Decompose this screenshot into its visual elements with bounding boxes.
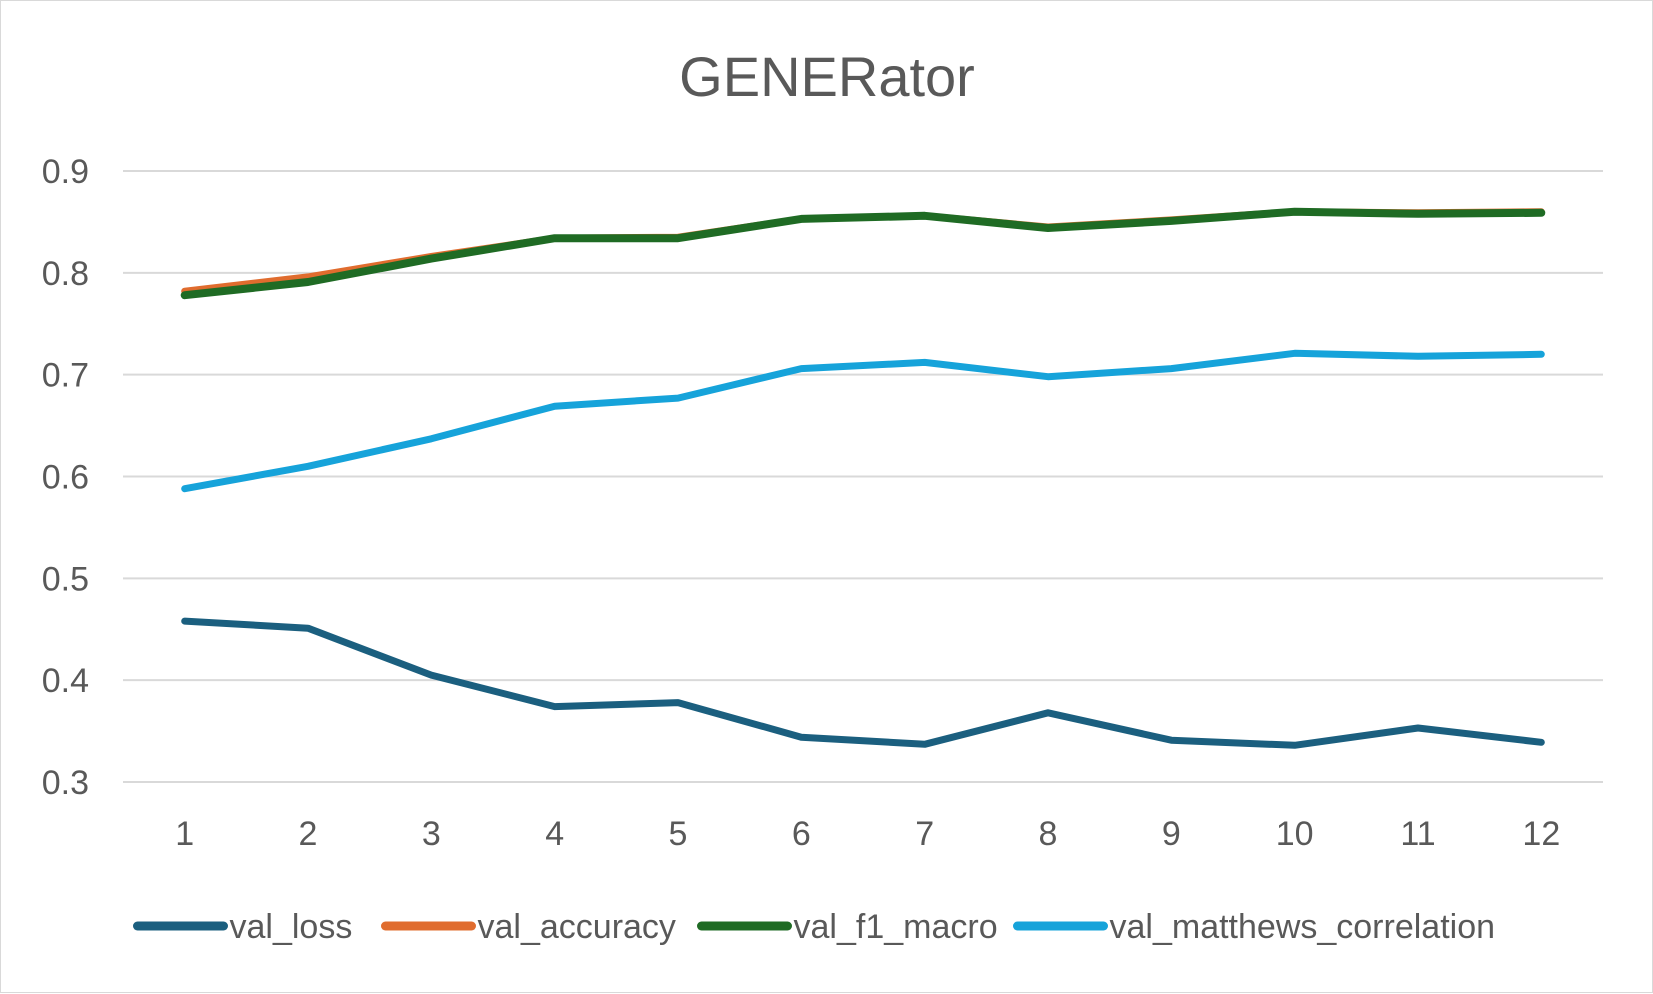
x-tick-label: 5	[669, 815, 688, 853]
x-tick-label: 12	[1522, 815, 1560, 853]
plot-series	[180, 207, 1546, 749]
series-line-val-accuracy	[181, 208, 1545, 295]
y-tick-label: 0.4	[42, 662, 89, 700]
series-line-val-matthews-correlation	[181, 349, 1545, 493]
y-axis-tick-labels: 0.3 0.4 0.5 0.6 0.7 0.8 0.9	[42, 153, 89, 802]
legend: val_loss val_accuracy val_f1_macro val_matt…	[133, 908, 1496, 946]
y-tick-label: 0.3	[42, 764, 89, 802]
legend-label-val-loss: val_loss	[230, 908, 353, 946]
x-tick-label: 3	[422, 815, 441, 853]
series-line-val-loss	[181, 617, 1545, 749]
x-tick-label: 9	[1162, 815, 1181, 853]
x-tick-label: 8	[1039, 815, 1058, 853]
x-tick-label: 10	[1276, 815, 1314, 853]
x-axis-tick-labels: 1 2 3 4 5 6 7 8 9 10 11 12	[175, 815, 1560, 853]
y-tick-label: 0.5	[42, 560, 89, 598]
series-line-val-f1-macro	[180, 207, 1546, 300]
x-tick-label: 2	[299, 815, 318, 853]
x-tick-label: 4	[545, 815, 564, 853]
legend-label-val-f1-macro: val_f1_macro	[794, 908, 998, 946]
legend-label-val-accuracy: val_accuracy	[478, 908, 676, 946]
x-tick-label: 1	[175, 815, 194, 853]
legend-label-val-matthews-correlation: val_matthews_correlation	[1110, 908, 1496, 946]
x-tick-label: 11	[1400, 815, 1435, 853]
y-tick-label: 0.8	[42, 255, 89, 293]
y-tick-label: 0.7	[42, 357, 89, 395]
gridlines	[123, 170, 1603, 783]
x-tick-label: 7	[915, 815, 934, 853]
y-tick-label: 0.6	[42, 459, 89, 497]
x-tick-label: 6	[792, 815, 811, 853]
y-tick-label: 0.9	[42, 153, 89, 191]
chart-title: GENERator	[679, 45, 975, 108]
